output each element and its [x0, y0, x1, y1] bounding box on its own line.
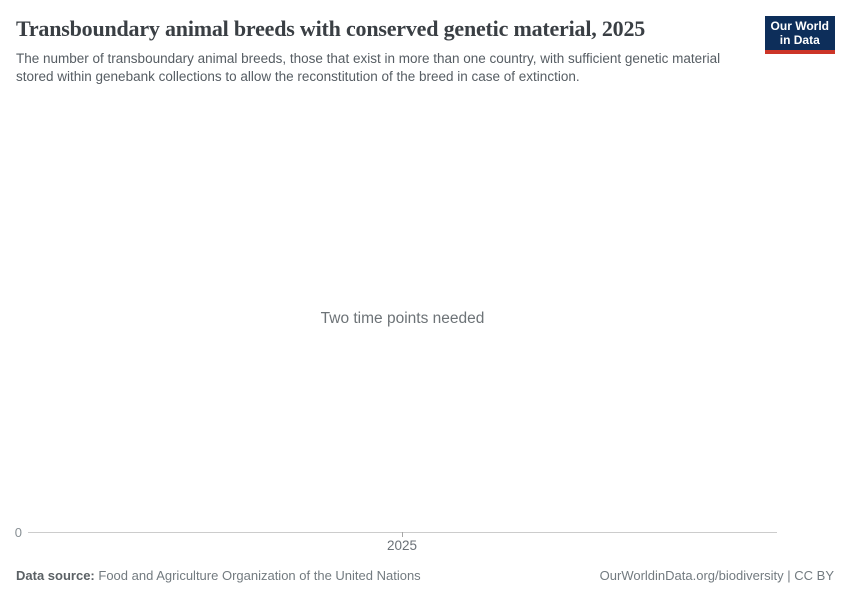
- no-data-message: Two time points needed: [320, 310, 485, 327]
- x-axis-tick: [402, 532, 403, 537]
- chart-subtitle: The number of transboundary animal breed…: [16, 51, 721, 84]
- owid-logo-line2: in Data: [779, 32, 820, 47]
- y-axis-tick-label: 0: [14, 525, 22, 540]
- owid-logo-line1: Our World: [770, 19, 829, 33]
- data-source-value: Food and Agriculture Organization of the…: [98, 568, 421, 583]
- page-title: Transboundary animal breeds with conserv…: [16, 16, 646, 41]
- owid-logo[interactable]: Our World in Data: [764, 16, 835, 54]
- chart-footer: Data source: Food and Agriculture Organi…: [16, 568, 834, 583]
- data-source: Data source: Food and Agriculture Organi…: [16, 568, 421, 583]
- x-axis-tick-label: 2025: [386, 538, 418, 553]
- license-credit-link[interactable]: OurWorldinData.org/biodiversity | CC BY: [599, 568, 834, 583]
- chart-header: Transboundary animal breeds with conserv…: [16, 15, 835, 86]
- data-source-label: Data source:: [16, 568, 95, 583]
